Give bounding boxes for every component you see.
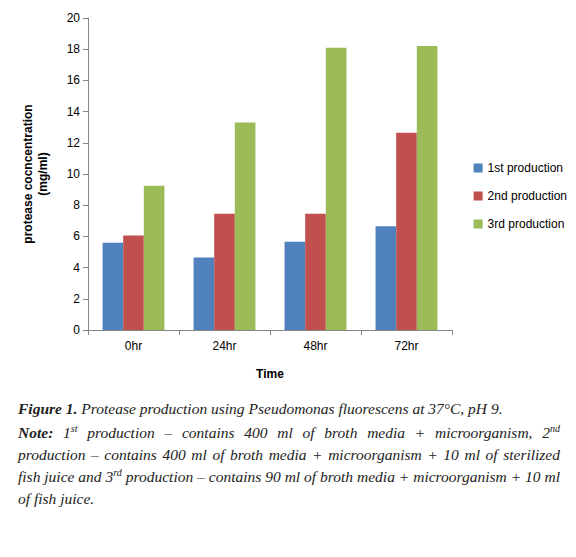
svg-text:8: 8 bbox=[73, 198, 80, 212]
svg-text:24hr: 24hr bbox=[212, 339, 236, 353]
svg-text:72hr: 72hr bbox=[394, 339, 418, 353]
html-text:Figure 1. Protease production: Figure 1. Protease production using Pseu… bbox=[18, 400, 503, 417]
svg-text:Time: Time bbox=[256, 367, 284, 381]
svg-text:12: 12 bbox=[67, 136, 81, 150]
svg-text:10: 10 bbox=[67, 167, 81, 181]
svg-text:14: 14 bbox=[67, 105, 81, 119]
html-text:production – contains 400 ml o: production – contains 400 ml of broth me… bbox=[18, 446, 560, 507]
svg-text:18: 18 bbox=[67, 42, 81, 56]
svg-text:16: 16 bbox=[67, 73, 81, 87]
svg-text:(mg/ml): (mg/ml) bbox=[36, 152, 50, 195]
svg-text:2nd production: 2nd production bbox=[488, 189, 567, 203]
svg-text:3rd production: 3rd production bbox=[488, 217, 565, 231]
html-text:Note:: Note: bbox=[18, 424, 54, 441]
svg-text:48hr: 48hr bbox=[303, 339, 327, 353]
svg-text:2: 2 bbox=[73, 292, 80, 306]
svg-text:6: 6 bbox=[73, 229, 80, 243]
html-text:1stproduction – contains 400 m: 1stproduction – contains 400 ml of broth… bbox=[63, 422, 560, 441]
svg-text:0hr: 0hr bbox=[125, 339, 142, 353]
svg-text:protease cocncentration: protease cocncentration bbox=[21, 104, 35, 243]
svg-text:1st production: 1st production bbox=[488, 161, 563, 175]
svg-text:4: 4 bbox=[73, 261, 80, 275]
svg-text:20: 20 bbox=[67, 11, 81, 25]
svg-text:0: 0 bbox=[73, 323, 80, 337]
